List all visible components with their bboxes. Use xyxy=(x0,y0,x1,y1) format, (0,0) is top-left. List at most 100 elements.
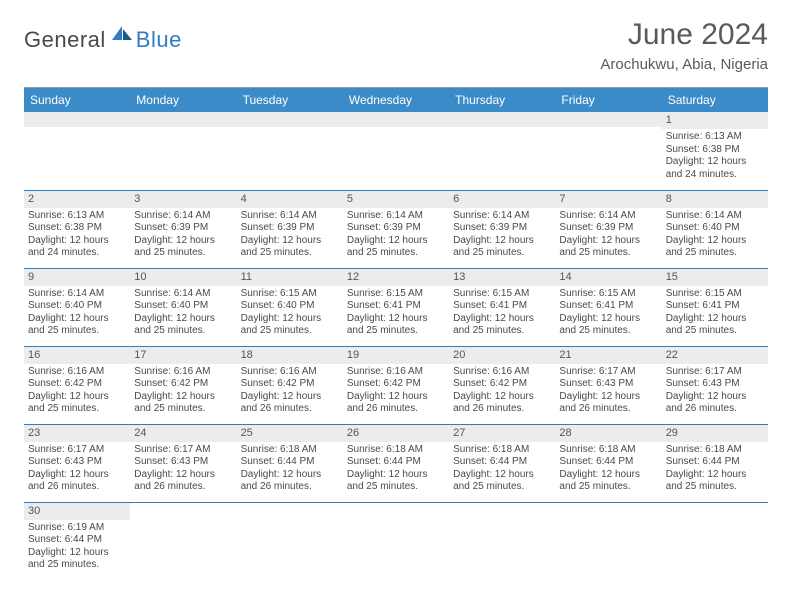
day-number: 21 xyxy=(555,347,661,364)
calendar-day-cell: 16Sunrise: 6:16 AMSunset: 6:42 PMDayligh… xyxy=(24,346,130,424)
day-number: 29 xyxy=(662,425,768,442)
calendar-day-cell: 29Sunrise: 6:18 AMSunset: 6:44 PMDayligh… xyxy=(662,424,768,502)
day-number: 1 xyxy=(662,112,768,129)
day-header: Wednesday xyxy=(343,88,449,112)
day-header: Monday xyxy=(130,88,236,112)
calendar-day-cell: 6Sunrise: 6:14 AMSunset: 6:39 PMDaylight… xyxy=(449,190,555,268)
day-details: Sunrise: 6:19 AMSunset: 6:44 PMDaylight:… xyxy=(24,520,130,574)
day-number: 15 xyxy=(662,269,768,286)
day-details: Sunrise: 6:14 AMSunset: 6:40 PMDaylight:… xyxy=(24,286,130,340)
calendar-day-cell: 25Sunrise: 6:18 AMSunset: 6:44 PMDayligh… xyxy=(237,424,343,502)
day-details: Sunrise: 6:14 AMSunset: 6:39 PMDaylight:… xyxy=(343,208,449,262)
day-details: Sunrise: 6:17 AMSunset: 6:43 PMDaylight:… xyxy=(555,364,661,418)
empty-daynum-bar xyxy=(24,112,130,127)
day-number: 5 xyxy=(343,191,449,208)
day-number: 19 xyxy=(343,347,449,364)
day-details: Sunrise: 6:14 AMSunset: 6:40 PMDaylight:… xyxy=(662,208,768,262)
day-number: 24 xyxy=(130,425,236,442)
day-details: Sunrise: 6:15 AMSunset: 6:41 PMDaylight:… xyxy=(555,286,661,340)
day-details: Sunrise: 6:18 AMSunset: 6:44 PMDaylight:… xyxy=(449,442,555,496)
day-details: Sunrise: 6:14 AMSunset: 6:40 PMDaylight:… xyxy=(130,286,236,340)
day-number: 14 xyxy=(555,269,661,286)
calendar-empty-cell xyxy=(237,502,343,580)
day-number: 11 xyxy=(237,269,343,286)
day-details: Sunrise: 6:18 AMSunset: 6:44 PMDaylight:… xyxy=(343,442,449,496)
empty-daynum-bar xyxy=(343,112,449,127)
empty-daynum-bar xyxy=(130,112,236,127)
day-number: 6 xyxy=(449,191,555,208)
calendar-day-cell: 11Sunrise: 6:15 AMSunset: 6:40 PMDayligh… xyxy=(237,268,343,346)
calendar-day-cell: 30Sunrise: 6:19 AMSunset: 6:44 PMDayligh… xyxy=(24,502,130,580)
day-number: 26 xyxy=(343,425,449,442)
day-details: Sunrise: 6:15 AMSunset: 6:40 PMDaylight:… xyxy=(237,286,343,340)
day-number: 2 xyxy=(24,191,130,208)
calendar-week-row: 9Sunrise: 6:14 AMSunset: 6:40 PMDaylight… xyxy=(24,268,768,346)
calendar-empty-cell xyxy=(449,112,555,190)
calendar-page: General Blue June 2024 Arochukwu, Abia, … xyxy=(0,0,792,580)
day-number: 22 xyxy=(662,347,768,364)
location-subtitle: Arochukwu, Abia, Nigeria xyxy=(600,56,768,79)
calendar-day-cell: 1Sunrise: 6:13 AMSunset: 6:38 PMDaylight… xyxy=(662,112,768,190)
day-header: Sunday xyxy=(24,88,130,112)
calendar-week-row: 2Sunrise: 6:13 AMSunset: 6:38 PMDaylight… xyxy=(24,190,768,268)
day-details: Sunrise: 6:18 AMSunset: 6:44 PMDaylight:… xyxy=(555,442,661,496)
day-number: 17 xyxy=(130,347,236,364)
calendar-day-cell: 8Sunrise: 6:14 AMSunset: 6:40 PMDaylight… xyxy=(662,190,768,268)
calendar-day-cell: 15Sunrise: 6:15 AMSunset: 6:41 PMDayligh… xyxy=(662,268,768,346)
day-number: 23 xyxy=(24,425,130,442)
day-header: Saturday xyxy=(662,88,768,112)
empty-daynum-bar xyxy=(237,112,343,127)
empty-daynum-bar xyxy=(555,112,661,127)
calendar-week-row: 30Sunrise: 6:19 AMSunset: 6:44 PMDayligh… xyxy=(24,502,768,580)
day-details: Sunrise: 6:14 AMSunset: 6:39 PMDaylight:… xyxy=(449,208,555,262)
day-number: 16 xyxy=(24,347,130,364)
calendar-day-cell: 13Sunrise: 6:15 AMSunset: 6:41 PMDayligh… xyxy=(449,268,555,346)
calendar-day-cell: 3Sunrise: 6:14 AMSunset: 6:39 PMDaylight… xyxy=(130,190,236,268)
calendar-day-cell: 19Sunrise: 6:16 AMSunset: 6:42 PMDayligh… xyxy=(343,346,449,424)
day-number: 20 xyxy=(449,347,555,364)
calendar-day-cell: 26Sunrise: 6:18 AMSunset: 6:44 PMDayligh… xyxy=(343,424,449,502)
calendar-table: SundayMondayTuesdayWednesdayThursdayFrid… xyxy=(24,88,768,580)
calendar-empty-cell xyxy=(343,502,449,580)
calendar-empty-cell xyxy=(449,502,555,580)
calendar-day-cell: 14Sunrise: 6:15 AMSunset: 6:41 PMDayligh… xyxy=(555,268,661,346)
day-details: Sunrise: 6:18 AMSunset: 6:44 PMDaylight:… xyxy=(237,442,343,496)
day-details: Sunrise: 6:16 AMSunset: 6:42 PMDaylight:… xyxy=(343,364,449,418)
calendar-day-cell: 2Sunrise: 6:13 AMSunset: 6:38 PMDaylight… xyxy=(24,190,130,268)
calendar-empty-cell xyxy=(237,112,343,190)
calendar-empty-cell xyxy=(343,112,449,190)
calendar-empty-cell xyxy=(555,502,661,580)
logo-text-blue: Blue xyxy=(136,27,182,53)
calendar-day-cell: 12Sunrise: 6:15 AMSunset: 6:41 PMDayligh… xyxy=(343,268,449,346)
calendar-day-cell: 20Sunrise: 6:16 AMSunset: 6:42 PMDayligh… xyxy=(449,346,555,424)
day-number: 28 xyxy=(555,425,661,442)
day-details: Sunrise: 6:16 AMSunset: 6:42 PMDaylight:… xyxy=(24,364,130,418)
calendar-day-cell: 9Sunrise: 6:14 AMSunset: 6:40 PMDaylight… xyxy=(24,268,130,346)
day-details: Sunrise: 6:15 AMSunset: 6:41 PMDaylight:… xyxy=(662,286,768,340)
day-details: Sunrise: 6:18 AMSunset: 6:44 PMDaylight:… xyxy=(662,442,768,496)
day-header: Tuesday xyxy=(237,88,343,112)
day-details: Sunrise: 6:16 AMSunset: 6:42 PMDaylight:… xyxy=(130,364,236,418)
empty-daynum-bar xyxy=(449,112,555,127)
calendar-day-cell: 22Sunrise: 6:17 AMSunset: 6:43 PMDayligh… xyxy=(662,346,768,424)
day-header: Thursday xyxy=(449,88,555,112)
calendar-week-row: 23Sunrise: 6:17 AMSunset: 6:43 PMDayligh… xyxy=(24,424,768,502)
day-number: 27 xyxy=(449,425,555,442)
calendar-day-cell: 10Sunrise: 6:14 AMSunset: 6:40 PMDayligh… xyxy=(130,268,236,346)
day-number: 18 xyxy=(237,347,343,364)
day-details: Sunrise: 6:15 AMSunset: 6:41 PMDaylight:… xyxy=(343,286,449,340)
logo-sail-icon xyxy=(110,24,134,47)
day-details: Sunrise: 6:15 AMSunset: 6:41 PMDaylight:… xyxy=(449,286,555,340)
day-details: Sunrise: 6:17 AMSunset: 6:43 PMDaylight:… xyxy=(130,442,236,496)
calendar-empty-cell xyxy=(662,502,768,580)
calendar-day-cell: 5Sunrise: 6:14 AMSunset: 6:39 PMDaylight… xyxy=(343,190,449,268)
day-number: 9 xyxy=(24,269,130,286)
calendar-week-row: 1Sunrise: 6:13 AMSunset: 6:38 PMDaylight… xyxy=(24,112,768,190)
day-number: 10 xyxy=(130,269,236,286)
calendar-header-row: SundayMondayTuesdayWednesdayThursdayFrid… xyxy=(24,88,768,112)
calendar-day-cell: 4Sunrise: 6:14 AMSunset: 6:39 PMDaylight… xyxy=(237,190,343,268)
calendar-empty-cell xyxy=(130,112,236,190)
day-details: Sunrise: 6:14 AMSunset: 6:39 PMDaylight:… xyxy=(237,208,343,262)
day-details: Sunrise: 6:14 AMSunset: 6:39 PMDaylight:… xyxy=(555,208,661,262)
calendar-day-cell: 24Sunrise: 6:17 AMSunset: 6:43 PMDayligh… xyxy=(130,424,236,502)
